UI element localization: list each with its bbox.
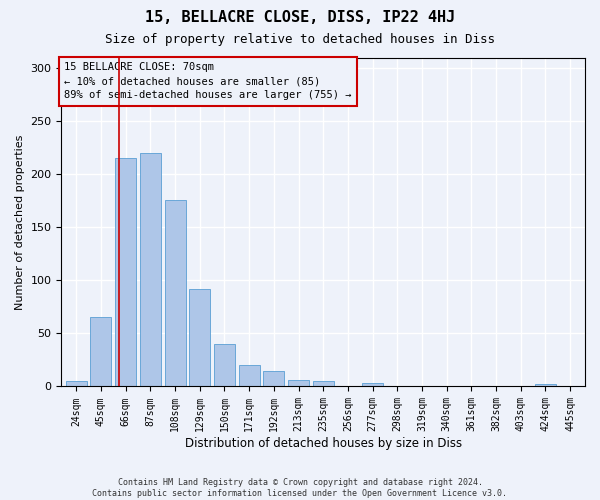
Text: Size of property relative to detached houses in Diss: Size of property relative to detached ho… xyxy=(105,32,495,46)
Bar xyxy=(263,370,284,386)
Bar xyxy=(140,153,161,386)
Bar xyxy=(91,318,112,386)
Bar xyxy=(288,380,309,386)
Bar xyxy=(115,158,136,386)
Bar xyxy=(66,381,87,386)
Y-axis label: Number of detached properties: Number of detached properties xyxy=(15,134,25,310)
Bar xyxy=(313,381,334,386)
Bar xyxy=(189,289,210,386)
Bar xyxy=(214,344,235,387)
Bar xyxy=(362,384,383,386)
Bar xyxy=(535,384,556,386)
Bar xyxy=(239,365,260,386)
X-axis label: Distribution of detached houses by size in Diss: Distribution of detached houses by size … xyxy=(185,437,462,450)
Text: 15, BELLACRE CLOSE, DISS, IP22 4HJ: 15, BELLACRE CLOSE, DISS, IP22 4HJ xyxy=(145,10,455,25)
Text: Contains HM Land Registry data © Crown copyright and database right 2024.
Contai: Contains HM Land Registry data © Crown c… xyxy=(92,478,508,498)
Bar xyxy=(164,200,185,386)
Text: 15 BELLACRE CLOSE: 70sqm
← 10% of detached houses are smaller (85)
89% of semi-d: 15 BELLACRE CLOSE: 70sqm ← 10% of detach… xyxy=(64,62,352,100)
